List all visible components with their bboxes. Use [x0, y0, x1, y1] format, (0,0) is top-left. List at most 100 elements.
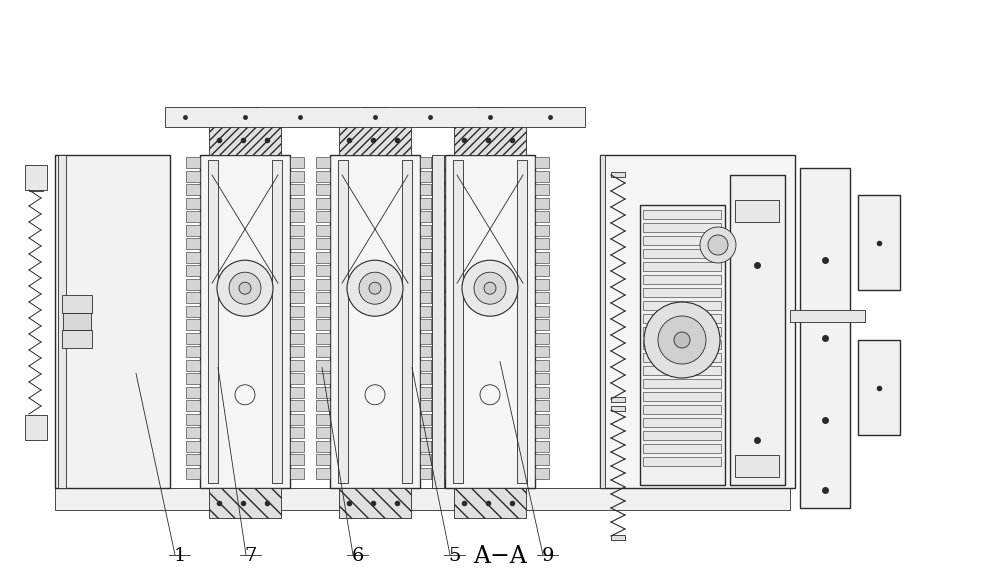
Bar — [316, 440, 330, 452]
Text: 7: 7 — [245, 547, 257, 565]
Text: A−A: A−A — [473, 545, 527, 568]
Bar — [535, 346, 549, 357]
Bar — [338, 160, 348, 483]
Bar — [55, 155, 170, 488]
Bar — [63, 313, 91, 330]
Bar — [643, 275, 721, 284]
Bar — [363, 107, 387, 125]
Bar — [186, 413, 200, 425]
Bar — [165, 107, 585, 127]
Circle shape — [359, 272, 391, 304]
Bar — [29, 188, 43, 191]
Bar — [431, 440, 445, 452]
Bar — [420, 279, 434, 289]
Bar — [316, 319, 330, 330]
Bar — [316, 225, 330, 236]
Bar — [611, 406, 625, 411]
Bar — [420, 198, 434, 209]
Bar — [643, 236, 721, 245]
Bar — [643, 210, 721, 219]
Bar — [643, 405, 721, 414]
Circle shape — [484, 282, 496, 294]
Circle shape — [700, 227, 736, 263]
Bar — [431, 279, 445, 289]
Bar — [186, 171, 200, 182]
Bar — [186, 198, 200, 209]
Circle shape — [644, 302, 720, 378]
Bar — [535, 467, 549, 479]
Bar — [55, 488, 790, 510]
Bar — [186, 346, 200, 357]
Bar — [517, 160, 527, 483]
Bar — [316, 306, 330, 316]
Bar — [432, 155, 444, 488]
Bar — [643, 353, 721, 362]
Bar — [420, 332, 434, 343]
Bar — [420, 211, 434, 222]
Bar — [478, 107, 502, 125]
Bar — [420, 346, 434, 357]
Bar — [25, 165, 47, 190]
Bar — [290, 346, 304, 357]
Bar — [445, 155, 535, 488]
Bar — [290, 306, 304, 316]
Bar — [420, 467, 434, 479]
Bar — [290, 373, 304, 384]
Bar — [643, 327, 721, 336]
Bar — [186, 184, 200, 195]
Bar — [316, 413, 330, 425]
Circle shape — [347, 260, 403, 316]
Bar — [640, 205, 725, 485]
Bar — [420, 265, 434, 276]
Bar — [643, 444, 721, 453]
Bar — [420, 238, 434, 249]
Bar — [339, 488, 411, 518]
Bar — [186, 252, 200, 262]
Bar — [431, 225, 445, 236]
Bar — [209, 125, 281, 155]
Bar — [535, 454, 549, 465]
Bar — [186, 211, 200, 222]
Circle shape — [708, 235, 728, 255]
Bar — [431, 373, 445, 384]
Bar — [431, 332, 445, 343]
Bar — [402, 160, 412, 483]
Bar — [272, 160, 282, 483]
Bar — [290, 252, 304, 262]
Bar — [431, 157, 445, 168]
Circle shape — [217, 260, 273, 316]
Bar — [316, 211, 330, 222]
Circle shape — [474, 272, 506, 304]
Bar — [535, 184, 549, 195]
Bar — [420, 386, 434, 397]
Bar — [431, 386, 445, 397]
Bar — [535, 332, 549, 343]
Bar — [330, 155, 420, 488]
Bar — [316, 427, 330, 438]
Bar — [643, 262, 721, 271]
Bar — [420, 225, 434, 236]
Bar — [431, 427, 445, 438]
Bar — [535, 238, 549, 249]
Bar — [420, 400, 434, 411]
Bar — [790, 310, 865, 322]
Bar — [186, 440, 200, 452]
Bar — [186, 238, 200, 249]
Bar — [600, 155, 605, 488]
Bar — [290, 265, 304, 276]
Bar — [420, 319, 434, 330]
Bar — [643, 379, 721, 388]
Bar — [535, 306, 549, 316]
Bar — [316, 346, 330, 357]
Bar — [290, 279, 304, 289]
Bar — [290, 171, 304, 182]
Bar — [316, 400, 330, 411]
Bar — [454, 125, 526, 155]
Bar — [431, 265, 445, 276]
Bar — [643, 288, 721, 297]
Bar — [316, 265, 330, 276]
Bar — [454, 488, 526, 518]
Bar — [420, 171, 434, 182]
Bar — [290, 211, 304, 222]
Bar — [643, 340, 721, 349]
